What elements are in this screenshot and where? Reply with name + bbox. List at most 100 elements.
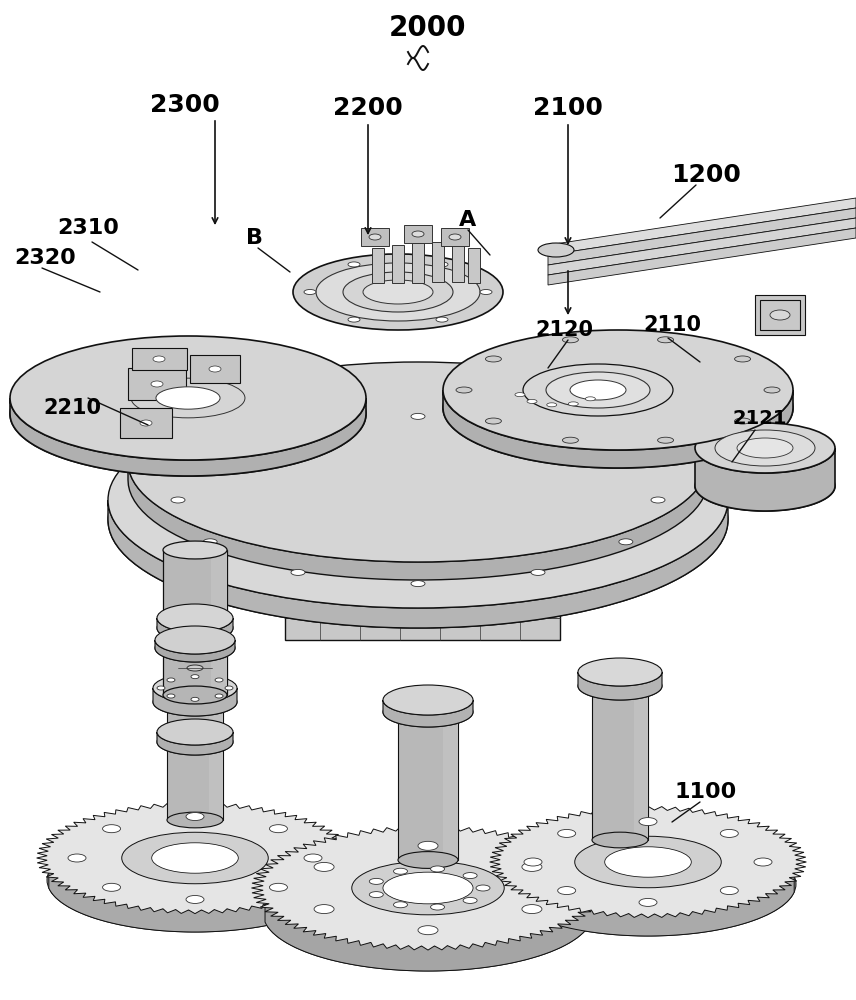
Text: 2300: 2300 [150, 93, 220, 117]
Ellipse shape [157, 614, 233, 642]
Ellipse shape [639, 818, 657, 826]
Polygon shape [634, 688, 648, 840]
Ellipse shape [47, 828, 343, 932]
Ellipse shape [431, 866, 444, 872]
Ellipse shape [193, 341, 208, 347]
Ellipse shape [153, 688, 237, 716]
Ellipse shape [122, 832, 268, 884]
Ellipse shape [304, 854, 322, 862]
Ellipse shape [270, 825, 288, 833]
Ellipse shape [352, 861, 504, 915]
Ellipse shape [639, 898, 657, 906]
Polygon shape [398, 715, 458, 860]
Ellipse shape [651, 497, 665, 503]
Polygon shape [10, 398, 366, 476]
Polygon shape [755, 295, 805, 335]
Ellipse shape [485, 356, 502, 362]
Ellipse shape [103, 883, 121, 891]
Ellipse shape [191, 627, 199, 631]
Ellipse shape [557, 829, 576, 837]
Text: 2320: 2320 [14, 248, 75, 268]
Polygon shape [128, 462, 708, 580]
Ellipse shape [369, 234, 381, 240]
Ellipse shape [764, 387, 780, 393]
Ellipse shape [27, 408, 44, 414]
Ellipse shape [363, 280, 433, 304]
Ellipse shape [592, 832, 648, 848]
Polygon shape [190, 355, 240, 383]
Ellipse shape [398, 852, 458, 868]
Ellipse shape [546, 372, 650, 408]
Ellipse shape [586, 397, 596, 401]
Ellipse shape [578, 672, 662, 700]
Polygon shape [468, 248, 480, 283]
Ellipse shape [348, 317, 360, 322]
Ellipse shape [225, 686, 233, 690]
Ellipse shape [695, 461, 835, 511]
Polygon shape [155, 640, 235, 662]
Ellipse shape [203, 539, 217, 545]
Polygon shape [412, 243, 424, 283]
Polygon shape [252, 826, 604, 950]
Polygon shape [128, 368, 186, 400]
Ellipse shape [151, 381, 163, 387]
Ellipse shape [163, 686, 227, 704]
Ellipse shape [770, 310, 790, 320]
Ellipse shape [476, 885, 490, 891]
Polygon shape [372, 248, 384, 283]
Ellipse shape [140, 420, 152, 426]
Polygon shape [37, 802, 354, 914]
Ellipse shape [203, 455, 217, 461]
Polygon shape [108, 500, 728, 628]
Ellipse shape [103, 825, 121, 833]
Ellipse shape [291, 425, 305, 431]
Ellipse shape [443, 330, 793, 450]
Text: 2120: 2120 [535, 320, 593, 340]
Ellipse shape [369, 878, 383, 884]
Ellipse shape [153, 356, 165, 362]
Ellipse shape [191, 675, 199, 679]
Polygon shape [555, 535, 587, 561]
Ellipse shape [531, 569, 545, 575]
Text: 2310: 2310 [57, 218, 119, 238]
Ellipse shape [449, 234, 461, 240]
Polygon shape [383, 700, 473, 727]
Ellipse shape [574, 836, 722, 888]
Ellipse shape [191, 605, 199, 609]
Ellipse shape [524, 858, 542, 866]
Polygon shape [695, 448, 835, 511]
Ellipse shape [212, 608, 220, 612]
Polygon shape [578, 672, 662, 700]
Ellipse shape [383, 697, 473, 727]
Ellipse shape [68, 854, 86, 862]
Polygon shape [441, 228, 469, 246]
Ellipse shape [153, 674, 237, 702]
Polygon shape [548, 198, 856, 255]
Polygon shape [502, 870, 794, 936]
Ellipse shape [515, 393, 525, 397]
Ellipse shape [463, 873, 477, 879]
Text: 2200: 2200 [333, 96, 403, 120]
Polygon shape [392, 245, 404, 283]
Ellipse shape [163, 541, 227, 559]
Ellipse shape [383, 685, 473, 715]
Ellipse shape [443, 348, 793, 468]
Ellipse shape [619, 455, 633, 461]
Ellipse shape [187, 665, 203, 671]
Ellipse shape [215, 678, 223, 682]
Polygon shape [432, 242, 444, 282]
Ellipse shape [263, 855, 593, 971]
Ellipse shape [314, 905, 334, 914]
Polygon shape [211, 550, 227, 695]
Ellipse shape [169, 624, 178, 628]
Text: 2000: 2000 [389, 14, 467, 42]
Ellipse shape [191, 697, 199, 701]
Ellipse shape [383, 872, 473, 904]
Ellipse shape [262, 442, 278, 448]
Ellipse shape [394, 902, 407, 908]
Ellipse shape [35, 374, 51, 380]
Ellipse shape [754, 858, 772, 866]
Ellipse shape [155, 626, 235, 654]
Ellipse shape [108, 370, 268, 426]
Polygon shape [452, 244, 464, 282]
